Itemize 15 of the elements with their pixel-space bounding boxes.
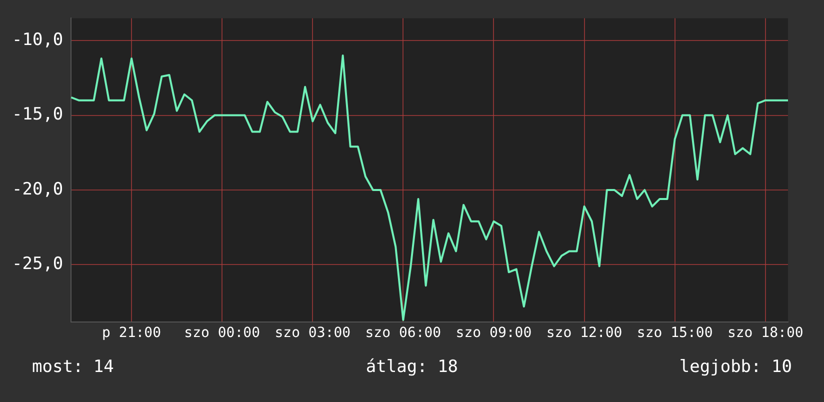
x-tick-label: szo 12:00 bbox=[546, 325, 622, 342]
y-tick-label: -10,0 bbox=[12, 30, 64, 50]
x-tick-label: szo 15:00 bbox=[636, 325, 713, 342]
x-tick-label: szo 03:00 bbox=[274, 325, 351, 342]
x-tick-label: szo 00:00 bbox=[184, 325, 260, 342]
y-tick-label: -20,0 bbox=[12, 179, 64, 200]
x-tick-label: szo 18:00 bbox=[727, 325, 804, 342]
y-tick-label: -15,0 bbox=[12, 104, 64, 125]
x-tick-label: p 21:00 bbox=[102, 325, 162, 342]
x-tick-label: szo 06:00 bbox=[365, 325, 442, 342]
y-tick-label: -25,0 bbox=[12, 254, 64, 274]
text: átlag: 18 bbox=[364, 357, 460, 377]
x-tick-label: szo 09:00 bbox=[456, 325, 532, 342]
text: legjobb: 10 bbox=[678, 357, 792, 377]
text: most: 14 bbox=[32, 357, 115, 377]
